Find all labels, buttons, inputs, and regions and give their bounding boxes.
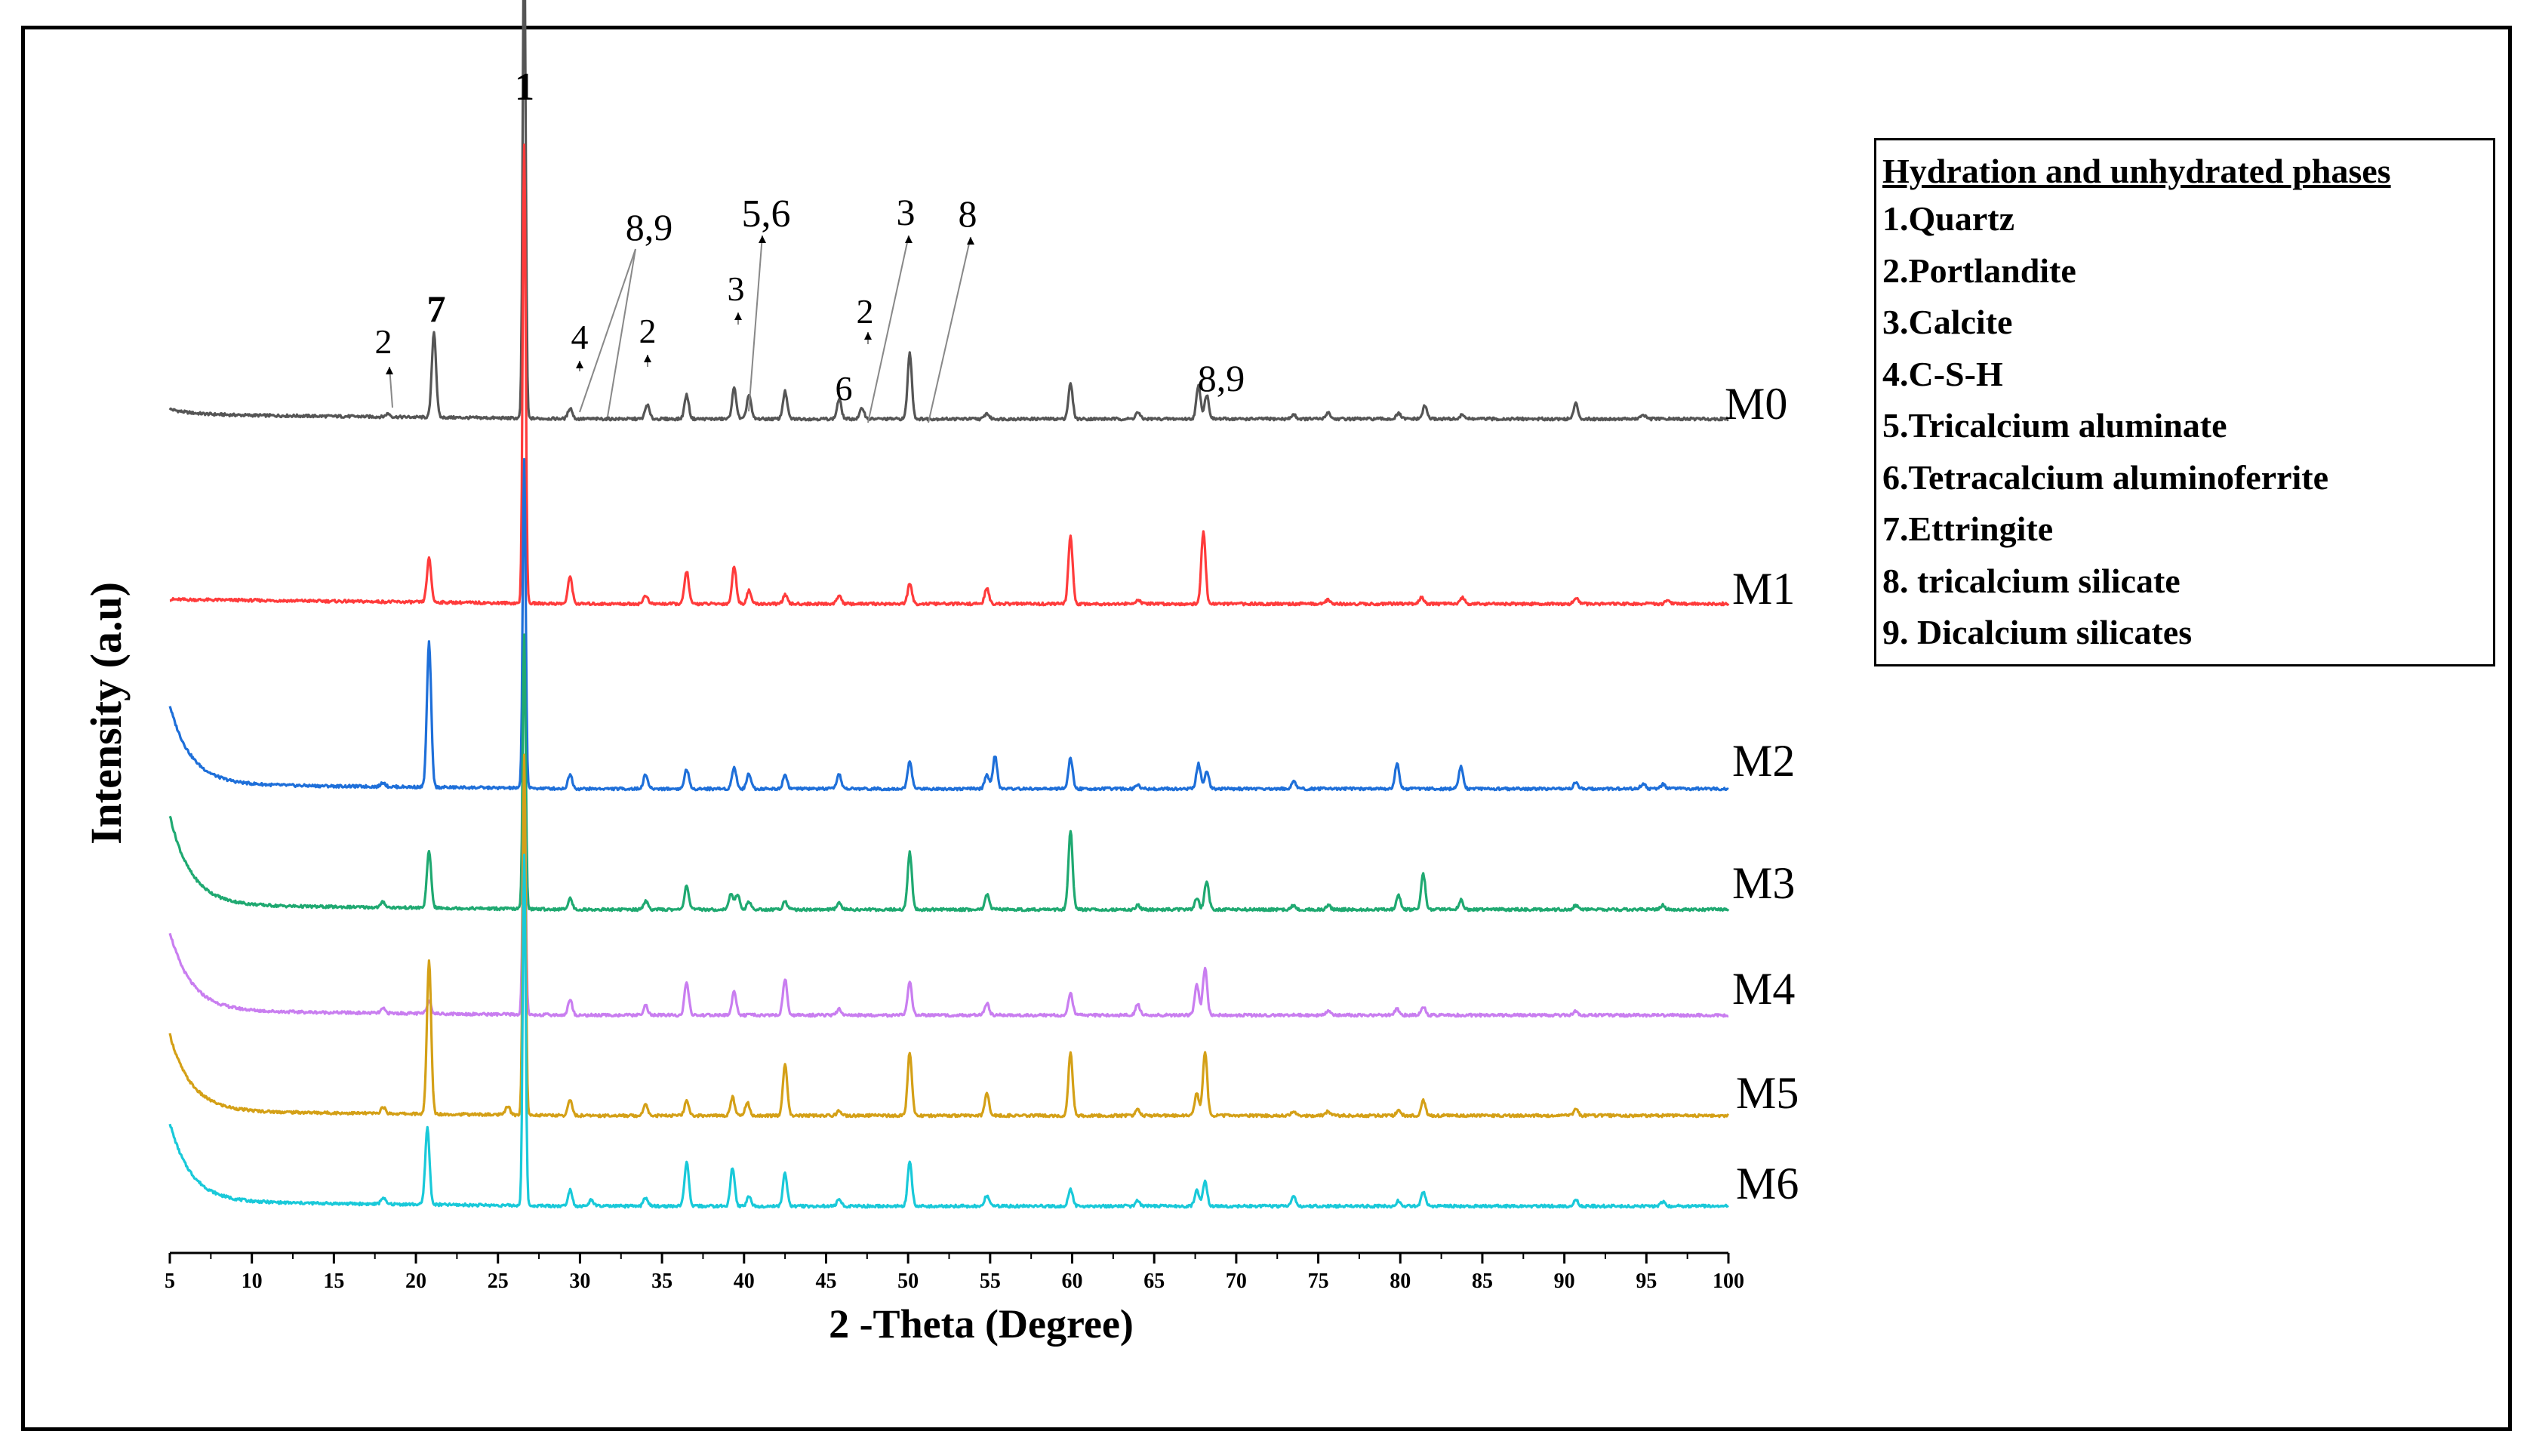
legend-item-tetracalcium-aluminoferrite: 6.Tetracalcium aluminoferrite: [1882, 457, 2329, 497]
annotation-arrow: [967, 237, 974, 245]
x-tick-label-90: 90: [1554, 1270, 1575, 1293]
x-tick-label-45: 45: [815, 1270, 836, 1293]
x-tick-label-40: 40: [734, 1270, 755, 1293]
annotation-arrow: [386, 367, 393, 374]
series-label-m3: M3: [1732, 858, 1795, 908]
x-tick-label-30: 30: [569, 1270, 590, 1293]
series-m2-trace: [168, 457, 1729, 792]
annotation-leader: [867, 235, 909, 423]
annotation-leader: [579, 248, 636, 413]
series-label-m2: M2: [1732, 736, 1795, 786]
x-axis: 5 10 15 20 25 30 35 40 45 50 55 60 65 70 75 80 85 90 95 100: [165, 1251, 1744, 1293]
peak-annotation: 5,6: [742, 192, 791, 235]
x-tick-label-80: 80: [1390, 1270, 1411, 1293]
series-label-m6: M6: [1736, 1159, 1799, 1208]
series-m0-trace: [168, 0, 1729, 422]
peak-annotation: 2: [375, 322, 392, 361]
annotation-arrow: [734, 312, 742, 320]
x-tick-label-15: 15: [323, 1270, 344, 1293]
x-tick-label-20: 20: [405, 1270, 426, 1293]
x-tick-label-85: 85: [1472, 1270, 1493, 1293]
annotation-arrow: [644, 355, 651, 362]
series-label-m1: M1: [1732, 564, 1795, 614]
peak-annotation: 3: [897, 191, 916, 233]
legend-item-tricalcium-aluminate: 5.Tricalcium aluminate: [1882, 406, 2227, 445]
peak-annotation: 2: [857, 292, 874, 331]
peak-annotation: 2: [639, 312, 657, 350]
series-label-m5: M5: [1736, 1068, 1799, 1118]
series-m6-trace: [168, 853, 1729, 1209]
series-layer: [168, 0, 1730, 1209]
series-m1-trace: [169, 143, 1730, 607]
x-tick-label-55: 55: [980, 1270, 1001, 1293]
legend-item-quartz: 1.Quartz: [1882, 199, 2015, 238]
series-label-m0: M0: [1725, 379, 1787, 429]
x-tick-label-75: 75: [1308, 1270, 1329, 1293]
peak-annotation: 4: [571, 318, 589, 356]
legend-item-ettringite: 7.Ettringite: [1882, 509, 2054, 548]
legend-title: Hydration and unhydrated phases: [1882, 152, 2391, 190]
x-tick-label-50: 50: [897, 1270, 919, 1293]
y-axis-label: Intensity (a.u): [82, 582, 131, 845]
x-tick-label-35: 35: [651, 1270, 672, 1293]
peak-annotation: 7: [427, 288, 446, 330]
peak-annotation: 8,9: [1198, 357, 1245, 399]
peak-annotation: 1: [515, 66, 534, 109]
x-tick-label-70: 70: [1226, 1270, 1247, 1293]
annotation-leader: [748, 235, 763, 412]
x-tick-label-5: 5: [165, 1270, 175, 1293]
legend-item-dicalcium-silicates: 9. Dicalcium silicates: [1882, 613, 2193, 651]
annotation-leader: [928, 236, 971, 423]
annotation-arrow: [864, 332, 872, 340]
series-m5-trace: [168, 753, 1730, 1119]
annotation-leader: [607, 248, 636, 417]
legend: Hydration and unhydrated phases 1.Quartz…: [1874, 138, 2495, 666]
annotation-arrow: [576, 361, 583, 368]
legend-items: 1.Quartz 2.Portlandite 3.Calcite 4.C-S-H…: [1882, 193, 2485, 659]
x-tick-label-60: 60: [1062, 1270, 1083, 1293]
annotation-arrow: [759, 235, 766, 243]
peak-annotation: 8,9: [626, 206, 673, 248]
series-m4-trace: [168, 772, 1729, 1018]
x-tick-label-10: 10: [242, 1270, 263, 1293]
annotation-arrow: [905, 235, 913, 243]
figure-frame: [21, 26, 2512, 1431]
series-labels: M0 M1 M2 M3 M4 M5 M6: [1725, 379, 1799, 1208]
peak-annotation: 6: [836, 369, 853, 408]
series-label-m4: M4: [1732, 964, 1795, 1014]
series-m3-trace: [168, 633, 1730, 913]
peak-annotation: 3: [728, 269, 745, 308]
legend-item-portlandite: 2.Portlandite: [1882, 251, 2076, 290]
x-tick-label-100: 100: [1713, 1270, 1744, 1293]
x-axis-label: 2 -Theta (Degree): [829, 1301, 1134, 1347]
x-tick-label-65: 65: [1143, 1270, 1165, 1293]
legend-item-csh: 4.C-S-H: [1882, 354, 2003, 393]
x-tick-label-95: 95: [1636, 1270, 1657, 1293]
peak-annotation: 8: [959, 192, 977, 235]
legend-item-tricalcium-silicate: 8. tricalcium silicate: [1882, 561, 2181, 600]
legend-item-calcite: 3.Calcite: [1882, 303, 2013, 341]
x-tick-label-25: 25: [488, 1270, 509, 1293]
